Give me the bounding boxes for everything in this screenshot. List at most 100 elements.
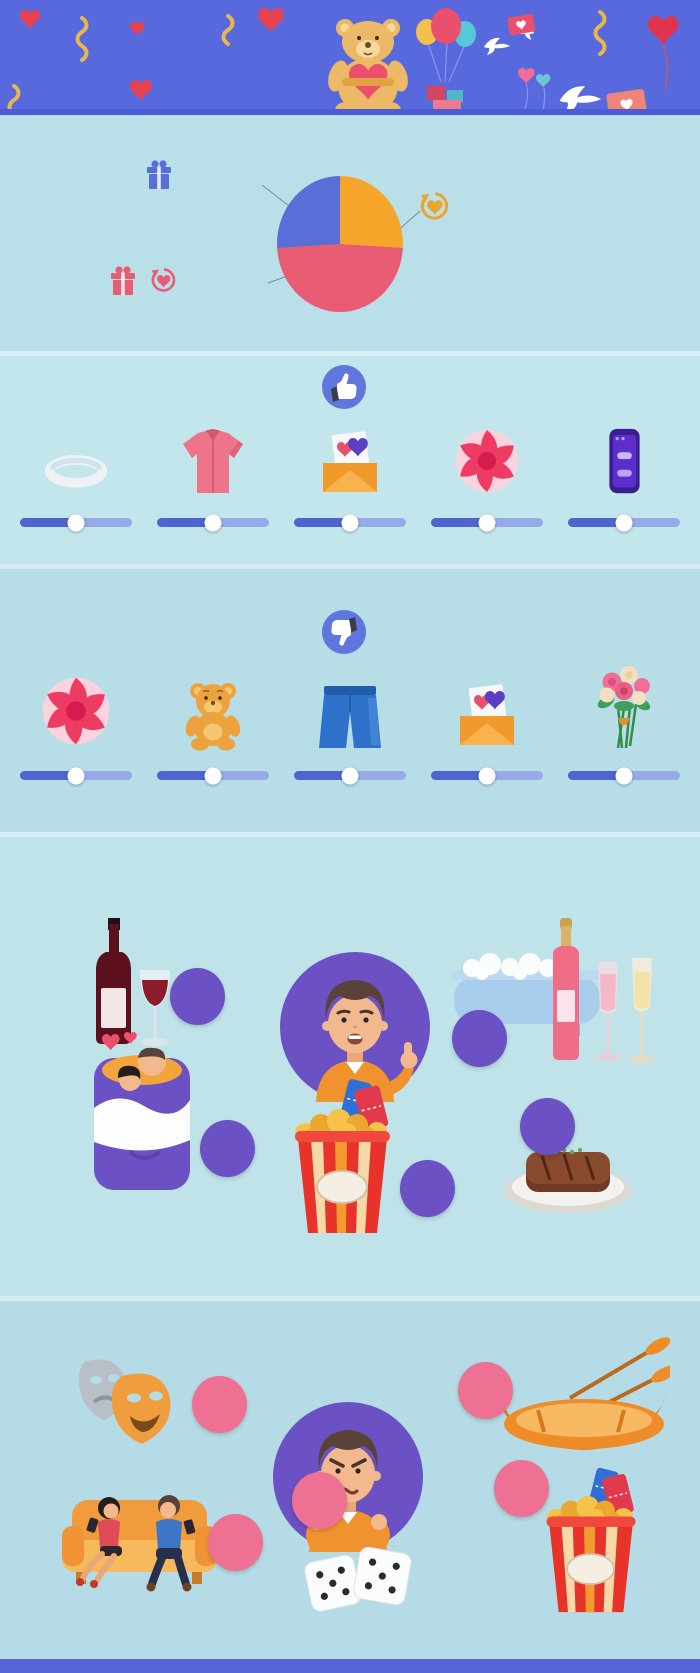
thumbs-down-icon — [322, 610, 366, 654]
underwear-icon — [318, 686, 381, 748]
gift-stack-icon — [427, 86, 463, 109]
ring-icon — [45, 455, 108, 488]
slider-knob — [67, 514, 85, 531]
percentage-slider — [157, 767, 270, 784]
header-banner — [0, 0, 700, 109]
slider-knob — [67, 767, 85, 784]
slider-knob — [478, 514, 496, 531]
pie-label-time-together — [405, 191, 449, 221]
love-letter-icon — [606, 89, 647, 109]
percent-badge — [458, 1362, 513, 1419]
smartphone-icon — [608, 428, 640, 494]
wine-dinner-icon — [96, 918, 170, 1046]
pie-label-gifts — [146, 159, 186, 189]
pie-label-both — [110, 265, 190, 295]
valentine-card-icon — [310, 425, 390, 501]
percentage-slider — [157, 514, 270, 531]
percent-badge — [200, 1120, 255, 1177]
balloons-icon — [416, 8, 476, 109]
streamer-icon — [7, 84, 21, 109]
percentage-slider — [567, 767, 680, 784]
slider-knob — [478, 767, 496, 784]
list-item — [282, 658, 419, 788]
unwanted-items-row — [0, 658, 700, 788]
popcorn-icon — [294, 1077, 391, 1234]
percent-badge — [192, 1376, 247, 1433]
percent-badge — [520, 1098, 575, 1155]
heart-time-icon — [419, 191, 449, 221]
percentage-slider — [430, 514, 543, 531]
section-header — [0, 351, 700, 409]
wanted-gifts-section — [0, 351, 700, 564]
candy-icon — [42, 677, 111, 745]
heart-balloons-icon — [518, 68, 551, 109]
valentine-card-icon — [447, 678, 527, 754]
slider-knob — [615, 767, 633, 784]
canoe-icon — [500, 1337, 670, 1450]
shirt-icon — [183, 429, 244, 493]
steak-icon — [504, 1147, 632, 1213]
list-item — [8, 413, 145, 535]
heart-icon — [130, 22, 145, 36]
list-item — [145, 658, 282, 788]
teddy-bear-icon — [186, 683, 241, 751]
theater-masks-icon — [78, 1359, 171, 1444]
percent-badge — [452, 1010, 507, 1067]
couple-in-bed-icon — [94, 1032, 190, 1190]
angry-man-avatar — [273, 1402, 423, 1552]
percent-badge — [170, 968, 225, 1025]
pie-section — [0, 115, 700, 351]
percent-badge — [494, 1460, 549, 1517]
list-item — [555, 413, 692, 535]
dice-icon — [304, 1546, 412, 1612]
slider-knob — [204, 514, 222, 531]
best-valentine-section — [0, 832, 700, 1296]
percent-badge — [292, 1472, 347, 1529]
streamer-icon — [75, 16, 89, 62]
heart-icon — [20, 10, 40, 29]
header-decorations — [7, 8, 679, 109]
heart-icon — [130, 80, 152, 101]
list-item — [418, 658, 555, 788]
couch-couple-icon — [62, 1495, 217, 1592]
bathtub-champagne-icon — [452, 918, 655, 1063]
heart-icon — [258, 8, 284, 32]
percentage-slider — [293, 767, 406, 784]
worst-valentine-section — [0, 1296, 700, 1659]
section-header — [0, 564, 700, 654]
flower-bouquet-icon — [597, 666, 650, 749]
slider-knob — [341, 767, 359, 784]
percentage-slider — [20, 514, 133, 531]
heart-balloon-icon — [648, 16, 679, 91]
pie-chart — [277, 176, 403, 312]
list-item — [418, 413, 555, 535]
footer-bar — [0, 1659, 700, 1673]
streamer-icon — [593, 10, 607, 56]
percentage-slider — [293, 514, 406, 531]
percent-badge — [208, 1514, 263, 1571]
teddy-bear-icon — [328, 19, 408, 109]
percentage-slider — [430, 767, 543, 784]
percentage-slider — [20, 767, 133, 784]
gift-icon — [147, 160, 171, 189]
slider-knob — [615, 514, 633, 531]
percent-badge — [400, 1160, 455, 1217]
popcorn-icon — [545, 1466, 637, 1614]
gift-icon — [111, 266, 135, 295]
streamer-icon — [221, 14, 235, 46]
list-item — [8, 658, 145, 788]
heart-time-icon — [150, 267, 176, 293]
love-letter-icon — [507, 13, 536, 36]
slider-knob — [204, 767, 222, 784]
wanted-items-row — [0, 413, 700, 535]
list-item — [555, 658, 692, 788]
list-item — [282, 413, 419, 535]
unwanted-gifts-section — [0, 564, 700, 832]
list-item — [145, 413, 282, 535]
percentage-slider — [567, 514, 680, 531]
slider-knob — [341, 514, 359, 531]
thumbs-up-icon — [322, 365, 366, 409]
header-divider — [0, 109, 700, 115]
doves-icon — [484, 13, 536, 55]
